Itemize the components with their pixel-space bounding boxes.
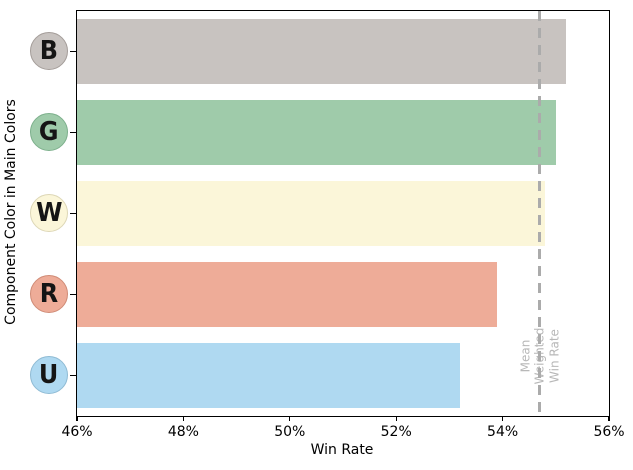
x-tick-mark [608, 416, 610, 421]
x-tick-mark [395, 416, 397, 421]
x-tick-label: 54% [487, 424, 519, 440]
y-tick-mark [70, 293, 76, 296]
x-tick-label: 46% [61, 424, 93, 440]
category-badge-letter: W [35, 197, 63, 228]
x-tick-label: 48% [167, 424, 199, 440]
y-tick-mark [70, 212, 76, 215]
category-badge-letter: B [39, 35, 59, 66]
bar-U [77, 343, 461, 408]
y-axis-label: Component Color in Main Colors [3, 99, 19, 325]
bar-row-G [77, 92, 609, 173]
bar-row-B [77, 11, 609, 92]
y-tick-mark [70, 131, 76, 134]
bar-row-R [77, 254, 609, 335]
y-tick-mark [70, 374, 76, 377]
category-badge-G: G [30, 112, 68, 151]
category-badge-letter: R [39, 278, 59, 309]
y-tick-mark [70, 50, 76, 53]
category-badge-R: R [30, 274, 68, 313]
bar-row-W [77, 173, 609, 254]
x-tick-mark [501, 416, 504, 421]
category-badge-letter: G [39, 116, 59, 147]
bar-row-U [77, 335, 609, 416]
bar-W [77, 181, 546, 246]
x-tick-mark [289, 416, 291, 421]
category-badge-B: B [30, 31, 68, 70]
plot-area: Mean Weighted Win Rate 46%48%50%52%54%56… [61, 10, 625, 440]
category-badge-W: W [30, 193, 68, 232]
category-badge-U: U [30, 355, 68, 394]
bar-B [77, 19, 567, 84]
bar-R [77, 262, 498, 327]
category-badge-letter: U [39, 359, 59, 390]
x-tick-mark [76, 416, 78, 421]
x-tick-label: 50% [274, 424, 306, 440]
mean-weighted-win-rate-line [538, 11, 542, 416]
x-tick-label: 52% [380, 424, 412, 440]
x-tick-mark [182, 416, 185, 421]
bar-G [77, 100, 556, 165]
x-tick-label: 56% [593, 424, 625, 440]
x-axis-label: Win Rate [310, 442, 374, 458]
